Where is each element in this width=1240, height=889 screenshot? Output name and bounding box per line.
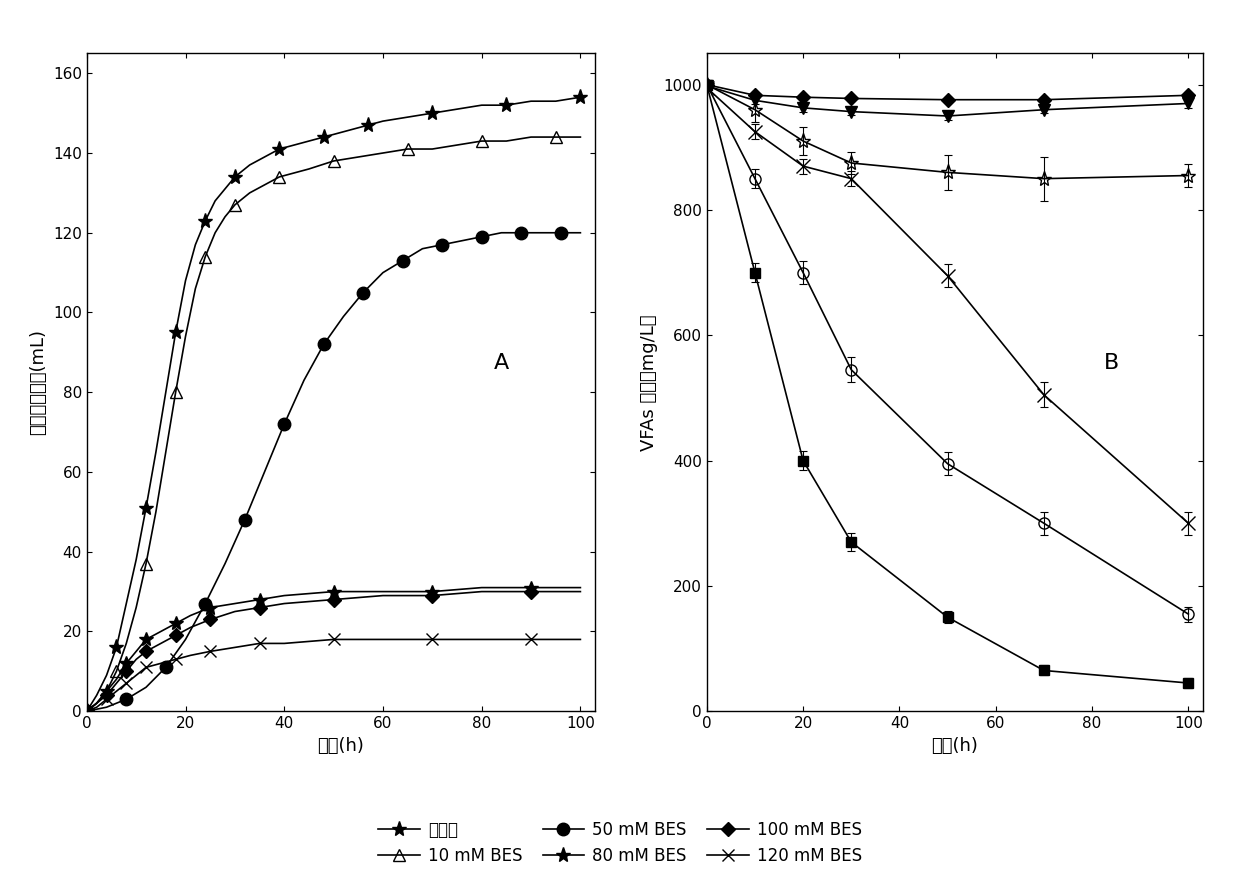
Y-axis label: 累积甲烷产量(mL): 累积甲烷产量(mL) [30,329,47,436]
Legend: 对照组, 10 mM BES, 50 mM BES, 80 mM BES, 100 mM BES, 120 mM BES: 对照组, 10 mM BES, 50 mM BES, 80 mM BES, 10… [371,814,869,872]
Text: A: A [494,353,508,373]
X-axis label: 时间(h): 时间(h) [317,737,365,755]
Y-axis label: VFAs 浓度（mg/L）: VFAs 浓度（mg/L） [640,314,658,451]
X-axis label: 时间(h): 时间(h) [931,737,978,755]
Text: B: B [1104,353,1118,373]
